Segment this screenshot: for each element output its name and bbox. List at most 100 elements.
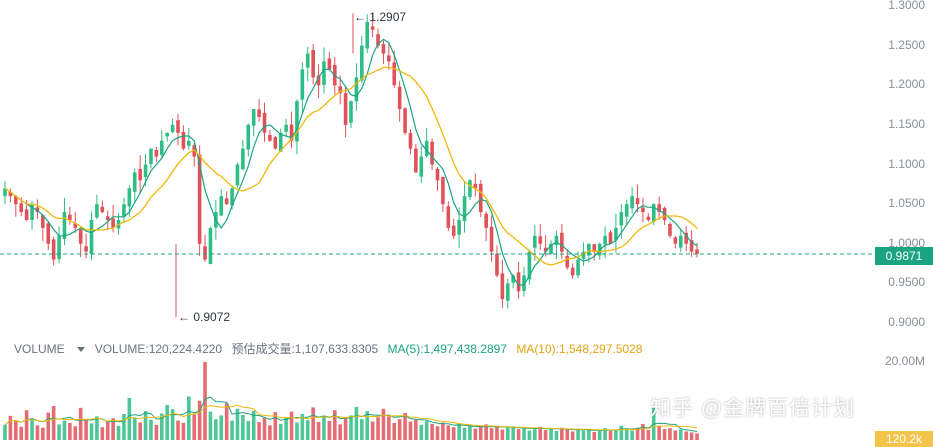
ma10-line [4,66,698,266]
volume-bar [132,417,137,440]
candle-body [235,164,240,186]
volume-bar [695,433,699,440]
volume-bar [197,400,202,440]
candle-body [170,124,175,132]
volume-selector-label[interactable]: VOLUME [14,342,65,356]
volume-bar [154,424,159,440]
volume-bar [322,415,326,440]
volume-bar [24,410,29,440]
volume-bar [603,428,607,440]
volume-bar [111,418,115,440]
volume-bar [543,430,548,440]
candle-body [684,232,688,244]
volume-bar [311,407,315,440]
candle-body [446,206,451,228]
candle-body [62,212,67,239]
volume-bar [414,419,418,440]
candle-body [41,215,45,228]
candle-body [30,204,34,220]
candle-body [122,204,126,217]
candle-body [468,180,472,198]
candle-body [387,55,391,62]
volume-bar [392,422,397,440]
candle-body [230,188,234,206]
volume-bar [592,431,597,440]
high-annotation: ← 1.2907 [354,10,407,25]
volume-bar [597,430,602,440]
ma10-volume: MA(10):1,548,297.5028 [516,342,643,356]
volume-bar [370,421,375,440]
volume-bar [641,423,645,440]
volume-bar [187,396,191,440]
volume-bar [576,428,580,440]
candle-body [587,243,591,256]
candle-body [241,148,245,170]
candle-body [678,235,683,248]
volume-bar [3,424,7,440]
volume-bar [511,426,515,440]
candle-body [489,226,494,252]
volume-bar [397,419,402,440]
candle-body [441,177,445,205]
volume-bar [516,429,521,440]
candle-body [19,203,24,213]
candle-body [251,109,256,126]
candle-body [95,204,99,218]
volume-bar [327,421,332,440]
volume-bar [570,431,575,440]
candle-body [478,183,483,213]
candle-body [46,223,51,244]
volume-bar [403,413,407,440]
volume-bar [435,426,440,440]
candle-body [522,275,526,292]
estimated-volume: 预估成交量:1,107,633.8305 [231,342,379,356]
volume-bar [214,419,218,440]
volume-bar [295,422,299,440]
volume-bar [305,420,310,440]
volume-bar [68,422,72,440]
volume-bar [354,406,359,440]
volume-bar [533,428,537,440]
volume-axis-tick: 20.00M [884,354,925,368]
volume-bar [62,420,67,440]
volume-bar [73,426,78,440]
volume-bar [462,427,467,440]
low-annotation: ← 0.9072 [178,310,231,325]
volume-bar [100,427,105,440]
volume-bar [143,411,148,440]
candle-body [176,120,180,133]
volume-bar [527,430,532,440]
candle-body [143,164,148,177]
volume-bar [46,412,51,440]
candle-body [284,124,288,132]
volume-bar [257,422,261,440]
price-axis-tick: 1.3000 [888,0,925,12]
volume-bar [338,424,342,440]
volume-bar [105,421,110,440]
candle-body [673,237,678,244]
candle-body [414,148,418,173]
volume-bar [457,423,461,440]
chevron-down-icon[interactable] [76,346,85,352]
candle-body [268,135,272,141]
volume-bar [554,431,559,440]
volume-bar [646,430,651,440]
volume-bar [376,417,380,440]
volume-bar [219,415,224,440]
volume-bar [284,417,288,440]
volume-bar [316,422,321,440]
candle-body [500,273,505,300]
candle-body [365,21,370,49]
candle-body [360,45,364,81]
volume-bar [581,430,586,440]
volume-tag: 120.2k [875,431,933,447]
candle-body [327,58,332,70]
candle-body [603,235,607,245]
volume-bar [446,425,451,440]
volume-bar [662,429,667,440]
candle-body [397,86,402,110]
candle-body [138,169,142,181]
candle-body [495,253,499,276]
volume-bar [30,419,34,440]
candle-body [392,62,397,86]
